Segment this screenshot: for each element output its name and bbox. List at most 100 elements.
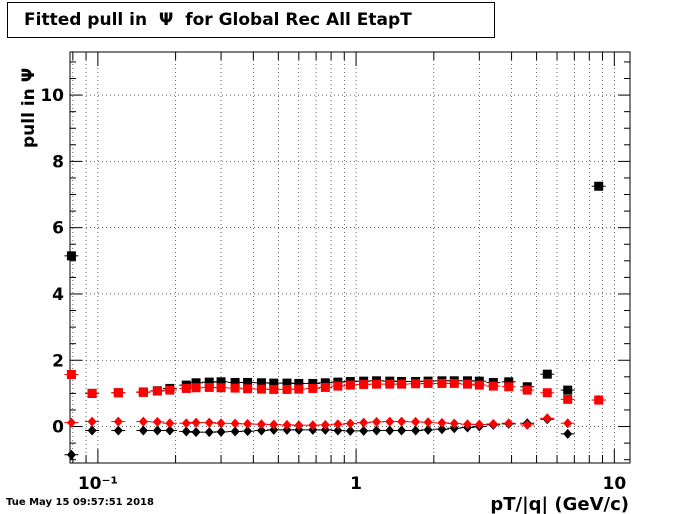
data-point (411, 416, 421, 427)
data-point (269, 419, 279, 430)
data-point (165, 385, 175, 395)
y-tick-label: 6 (52, 219, 64, 239)
data-point (308, 383, 318, 393)
data-point (230, 377, 240, 387)
data-point (191, 378, 201, 388)
data-point (256, 384, 266, 394)
data-point (191, 417, 201, 428)
data-point (359, 417, 369, 428)
data-point (423, 424, 433, 435)
data-point (191, 427, 201, 438)
data-point (87, 416, 97, 427)
data-point (449, 418, 459, 429)
timestamp: Tue May 15 09:57:51 2018 (6, 497, 154, 508)
data-point (385, 379, 395, 389)
data-point (333, 381, 343, 391)
data-point (294, 384, 304, 394)
data-point (397, 416, 407, 427)
y-tick-label: 2 (52, 351, 64, 371)
data-point (462, 379, 472, 389)
chart-title-box: Fitted pull in Ψ for Global Rec All Etap… (7, 2, 495, 38)
data-point (181, 426, 191, 437)
data-point (87, 388, 97, 398)
x-tick-label: 1 (350, 474, 362, 494)
y-tick-label: 8 (52, 152, 64, 172)
data-point (282, 419, 292, 430)
data-point (320, 378, 330, 388)
data-point (204, 377, 214, 387)
plot-frame (69, 51, 631, 464)
data-point (269, 378, 279, 388)
data-point (504, 377, 514, 387)
data-point (204, 382, 214, 392)
data-point (320, 382, 330, 392)
data-point (204, 427, 214, 438)
data-point (504, 382, 514, 392)
data-point (308, 378, 318, 388)
data-point (256, 378, 266, 388)
data-point (66, 251, 76, 261)
data-point (216, 377, 226, 387)
x-axis-label: pT/|q| (GeV/c) (490, 494, 629, 514)
data-point (216, 383, 226, 393)
data-point (411, 425, 421, 436)
data-point (359, 425, 369, 436)
data-point (243, 377, 253, 387)
data-point (165, 425, 175, 436)
data-point (563, 394, 573, 404)
data-point (243, 418, 253, 429)
data-point (320, 419, 330, 430)
data-point (216, 418, 226, 429)
data-point (152, 386, 162, 396)
y-axis-label: pull in Ψ (19, 68, 39, 148)
data-point (397, 379, 407, 389)
data-point (216, 426, 226, 437)
data-point (230, 418, 240, 429)
data-point (66, 370, 76, 380)
data-point (522, 419, 532, 430)
data-point (504, 418, 514, 429)
data-point (372, 379, 382, 389)
data-point (87, 425, 97, 436)
data-point (437, 417, 447, 428)
data-point (269, 384, 279, 394)
data-point (181, 383, 191, 393)
data-point (282, 384, 292, 394)
data-point (66, 449, 76, 460)
data-point (138, 425, 148, 436)
data-point (165, 418, 175, 429)
data-point (462, 419, 472, 430)
axes: 0 2 4 6 8 10 10⁻¹ 1 10 (40, 51, 631, 494)
data-point (474, 380, 484, 390)
data-point (294, 420, 304, 431)
data-point (397, 425, 407, 436)
data-point (522, 385, 532, 395)
data-point (385, 425, 395, 436)
data-point (243, 384, 253, 394)
data-point (256, 425, 266, 436)
data-point (282, 378, 292, 388)
data-point (423, 378, 433, 388)
data-point (230, 426, 240, 437)
data-point (181, 418, 191, 429)
data-point (423, 417, 433, 428)
data-point (488, 381, 498, 391)
data-point (372, 425, 382, 436)
data-point (359, 379, 369, 389)
data-point (333, 419, 343, 430)
data-point (372, 416, 382, 427)
data-point (308, 420, 318, 431)
data-point (230, 383, 240, 393)
data-point (563, 385, 573, 395)
data-point (542, 388, 552, 398)
data-point (113, 416, 123, 427)
data-point (488, 418, 498, 429)
data-point (449, 378, 459, 388)
y-tick-label: 4 (52, 285, 64, 305)
data-point (191, 383, 201, 393)
data-point (385, 416, 395, 427)
x-tick-label: 10 (602, 474, 626, 494)
data-point (542, 369, 552, 379)
data-point (243, 426, 253, 437)
